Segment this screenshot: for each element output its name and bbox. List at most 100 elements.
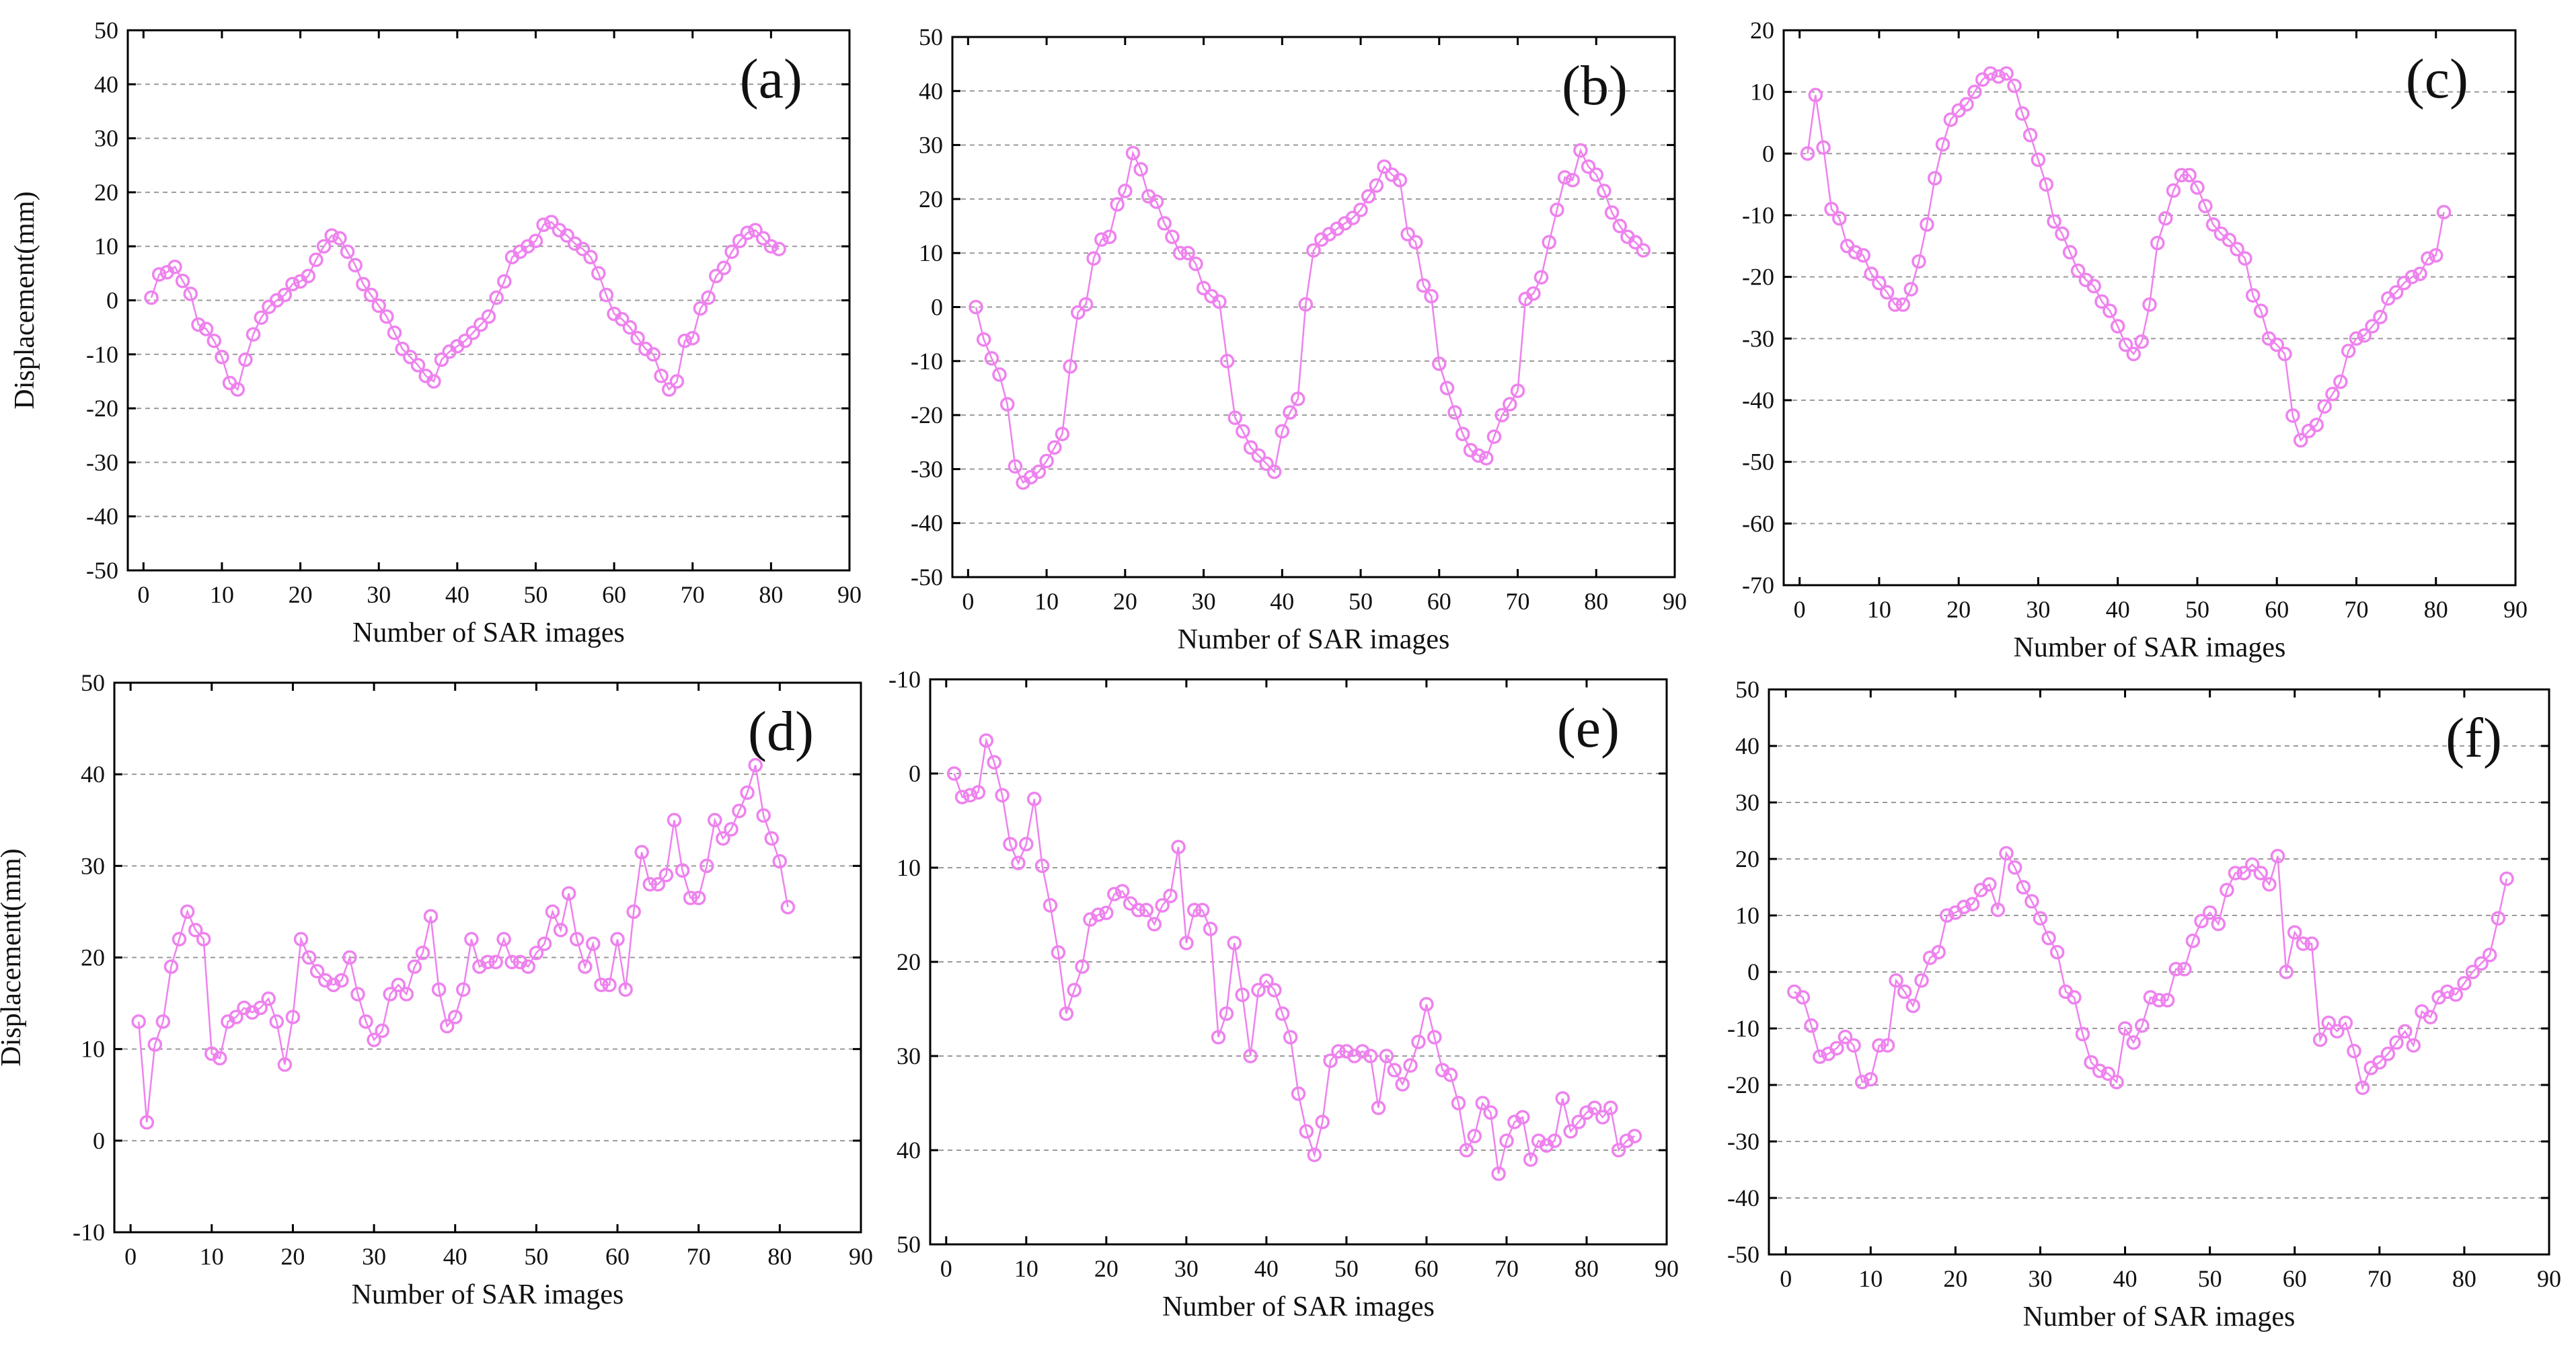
data-point [1408,235,1423,250]
x-tick-label: 80 [1575,1255,1599,1282]
data-point [2084,1055,2098,1070]
data-point [2474,956,2489,971]
data-point [456,982,471,997]
panel-b: -50 -40 -30 -20 -10 0 10 20 30 40 50 0 10 20 30 40 50 60 7… [911,24,1687,655]
data-point [277,287,293,303]
data-point [699,858,714,874]
data-point [2031,152,2046,167]
data-point [1267,983,1282,998]
data-point [1379,1049,1394,1063]
data-point [545,904,560,919]
data-point [2457,976,2472,991]
y-tick-label: 50 [1735,676,1759,703]
data-point [2041,930,2056,946]
data-point [2333,374,2348,389]
data-point [2309,417,2324,432]
data-point [1298,297,1314,312]
data-point [431,982,447,997]
x-tick-label: 10 [1034,588,1059,615]
data-point [1043,898,1058,913]
panel-label: (f) [2446,707,2502,769]
data-point [2126,346,2142,362]
data-point [1935,137,1950,152]
x-tick-label: 20 [1094,1255,1119,1282]
data-point [1581,159,1596,174]
data-point [708,813,722,828]
x-tick-label: 50 [1349,588,1373,615]
data-point [1595,1110,1610,1125]
data-point [2158,211,2173,226]
data-point [1563,1124,1578,1139]
data-point [2287,925,2302,940]
data-point [342,950,357,965]
data-point [630,330,645,346]
data-point [578,959,593,974]
data-point [1927,171,1942,186]
data-point [2277,346,2292,362]
data-point [1879,285,1895,300]
data-point [1107,887,1122,901]
data-point [575,241,591,256]
data-point [403,350,418,365]
data-point [1494,408,1509,422]
data-point [2262,877,2277,892]
y-tick-label: 0 [106,287,118,314]
data-point [553,922,568,938]
data-point [2355,1080,2370,1095]
data-point [2388,285,2404,300]
data-point [677,333,692,348]
data-point [1447,405,1462,420]
data-point [309,964,325,979]
data-point [2194,913,2209,929]
data-point [1872,276,1887,291]
data-point [2236,866,2251,880]
data-point [180,904,195,919]
x-tick-label: 40 [445,581,469,608]
y-tick-label: -30 [86,449,118,476]
data-point [1047,440,1062,455]
y-tick-label: 20 [897,948,921,975]
y-tick-label: -40 [1727,1184,1759,1211]
data-point [254,310,269,325]
data-point [683,891,698,905]
data-point [1227,936,1242,950]
data-point [708,268,724,284]
data-point [191,317,206,332]
data-point [583,250,598,265]
data-point [946,766,962,781]
data-point [1180,246,1195,260]
data-point [151,267,167,282]
data-point [504,954,519,970]
x-tick-label: 30 [1174,1255,1199,1282]
y-tick-label: -10 [888,666,921,693]
data-point [748,223,763,237]
data-point [363,287,379,303]
data-point [2160,993,2175,1008]
data-point [2185,934,2201,948]
data-point [724,822,738,837]
y-tick-label: -10 [86,341,118,368]
x-tick-label: 20 [289,581,313,608]
x-tick-label: 20 [280,1243,305,1270]
panel-d: -10 0 10 20 30 40 50 0 10 20 30 40 50 60 70 80 90 Number … [0,669,873,1310]
data-point [2039,177,2054,192]
panel-c: -70 -60 -50 -40 -30 -20 -10 0 10 20 0 10 20 30 40 50 60 7… [1742,17,2528,663]
data-point [1315,1115,1330,1129]
y-tick-label: 10 [919,239,943,266]
data-point [1967,84,1982,100]
data-point [1804,1018,1819,1033]
data-point [1392,173,1408,188]
data-point [521,959,536,974]
x-tick-label: 10 [200,1243,224,1270]
data-point [131,1014,146,1029]
x-tick-label: 60 [2283,1265,2307,1292]
data-point [301,268,316,284]
data-point [2389,1035,2404,1050]
y-tick-label: 0 [93,1127,105,1154]
data-point [1848,245,1863,260]
y-tick-label: 40 [897,1137,921,1164]
data-point [230,382,245,397]
data-point [1604,205,1620,220]
y-tick-label: 10 [81,1036,105,1063]
data-point [2174,167,2189,183]
